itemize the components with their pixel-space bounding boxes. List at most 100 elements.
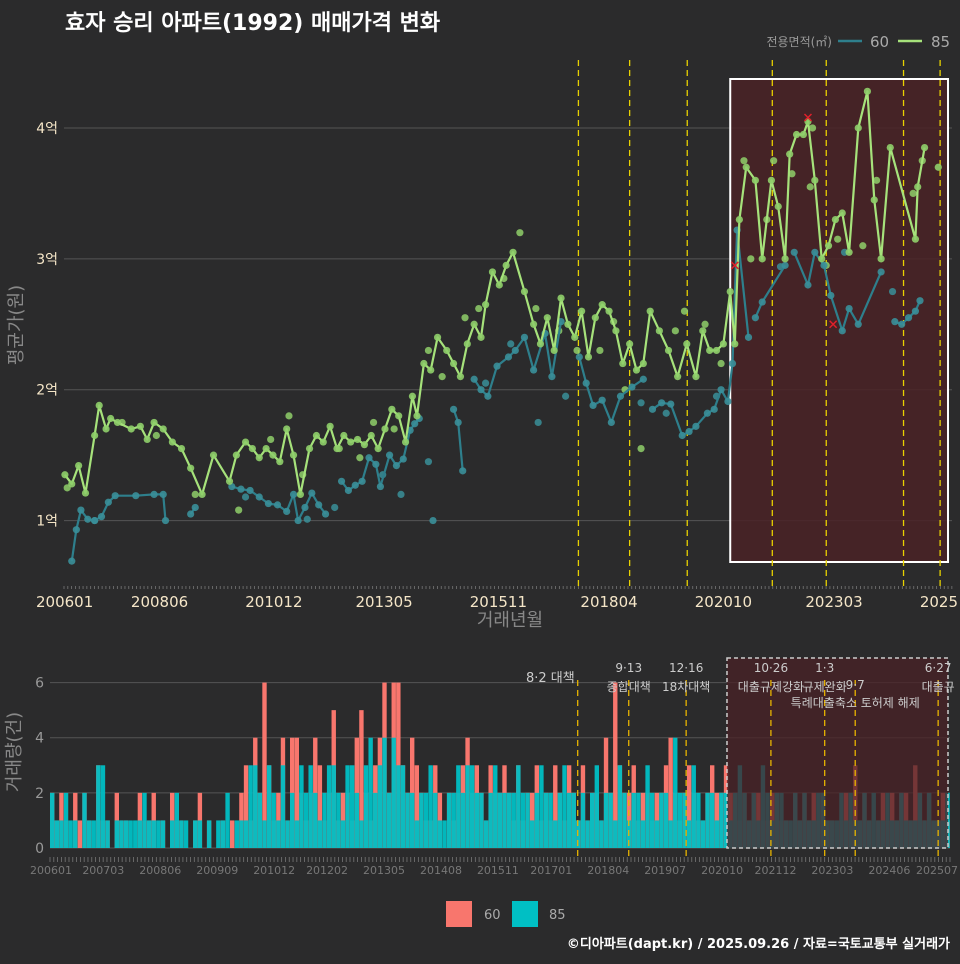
volume-bar-85 [363,765,369,848]
price-point-85-28 [289,451,298,459]
volume-chart-highlight [726,657,949,849]
price-point-85-98 [786,150,794,158]
price-point-85-114 [914,183,922,191]
volume-bar-85 [54,820,59,848]
volume-bar-60 [243,765,249,848]
volume-bar-60 [262,682,267,848]
volume-bar-85 [723,792,729,848]
price-point-extra-85-6 [285,412,293,420]
price-point-85-17 [198,490,206,498]
volume-bar-85 [566,792,572,848]
volume-bar-85 [317,820,323,848]
volume-bar-85 [640,820,646,848]
volume-bar-85 [405,792,410,848]
price-point-extra-60-1 [241,493,250,501]
volume-bar-60 [359,710,364,848]
volume-policy-label-4: 규제완화 [803,680,847,694]
volume-highlight-box [726,657,949,849]
volume-x-tick-5: 201202 [306,864,348,877]
price-point-85-43 [395,412,403,420]
volume-policy-label-5: 특례대출축소 토허제 해제 [791,696,920,710]
price-point-85-85 [699,327,707,335]
price-point-85-67 [564,320,572,328]
volume-y-tick-0: 0 [35,841,44,857]
price-point-60-19 [273,501,282,509]
volume-x-tick-6: 201305 [363,864,405,877]
price-point-60-43 [459,467,467,475]
price-point-extra-85-24 [637,444,645,453]
price-point-60-32 [372,460,380,468]
price-point-85-59 [502,261,510,269]
price-point-extra-85-37 [834,235,842,243]
volume-bar-85 [539,765,544,848]
price-point-85-90 [731,340,739,348]
price-point-85-72 [598,301,606,309]
price-point-85-92 [742,163,750,171]
price-point-60-4 [91,516,99,525]
price-point-60-63 [648,405,657,413]
volume-chart-y-label: 거래량(건) [4,712,25,792]
price-point-85-81 [664,346,673,355]
price-point-85-78 [639,359,647,368]
volume-bar-85 [68,820,73,848]
price-point-85-113 [911,235,920,243]
volume-x-tick-9: 201701 [530,864,572,877]
price-point-85-56 [481,301,490,309]
volume-x-tick-16: 202507 [916,864,958,877]
price-point-60-16 [246,486,254,495]
price-point-60-83 [827,291,835,300]
price-point-85-29 [296,490,305,498]
price-point-85-18 [209,451,218,459]
price-x-tick-6: 202010 [695,593,752,611]
price-point-85-16 [187,464,195,472]
volume-bar-85 [151,820,156,848]
volume-policy-date-1: 9·13 [615,661,642,675]
price-point-85-36 [347,438,355,446]
price-point-60-41 [449,405,458,413]
price-point-60-12 [187,510,195,518]
price-point-60-68 [692,422,700,430]
volume-bar-60 [553,765,558,848]
volume-bar-85 [359,820,364,848]
price-chart-highlight [729,78,949,563]
volume-bar-85 [705,792,710,848]
price-point-85-19 [225,477,234,485]
volume-bar-85 [73,820,78,848]
volume-bar-85 [691,765,696,848]
volume-bar-85 [262,820,267,848]
price-y-tick-0: 1억 [36,514,58,530]
volume-bar-85 [257,792,263,848]
price-point-85-13 [159,425,167,433]
price-point-60-85 [845,304,853,313]
volume-bar-85 [266,765,272,848]
price-point-extra-85-15 [475,304,483,313]
price-point-85-70 [584,353,593,361]
legend-top: 전용면적(㎡) 60 85 [766,33,950,51]
price-point-60-51 [530,366,538,374]
legend-bottom-swatch-85 [512,901,538,927]
volume-chart-policy-lines: 8·2 대책 9·13 종합대책 12·16 18차대책 10·26 대출규제강화 1·3 규제… [526,661,955,858]
volume-policy-label-2: 18차대책 [662,679,710,694]
price-point-85-74 [612,327,620,335]
price-point-60-73 [728,359,737,368]
volume-chart-x-axis: 200601 200703 200806 200909 201012 201202 2013… [30,857,958,877]
price-point-85-0 [61,471,69,479]
price-point-60-33 [376,482,385,491]
price-point-60-48 [504,353,513,361]
volume-x-tick-8: 201511 [477,864,519,877]
price-x-tick-1: 200806 [131,593,188,611]
price-point-85-44 [401,438,410,446]
price-point-85-51 [449,359,458,368]
price-point-60-84 [838,327,846,335]
volume-bar-60 [613,682,618,848]
price-point-extra-85-2 [152,431,160,440]
volume-bar-85 [622,792,627,848]
volume-bar-85 [673,737,678,848]
volume-bar-85 [456,765,461,848]
volume-bar-85 [571,792,576,848]
price-point-extra-60-5 [397,490,405,498]
price-point-85-76 [626,340,634,348]
price-point-60-6 [104,498,112,506]
volume-bar-85 [142,792,147,848]
